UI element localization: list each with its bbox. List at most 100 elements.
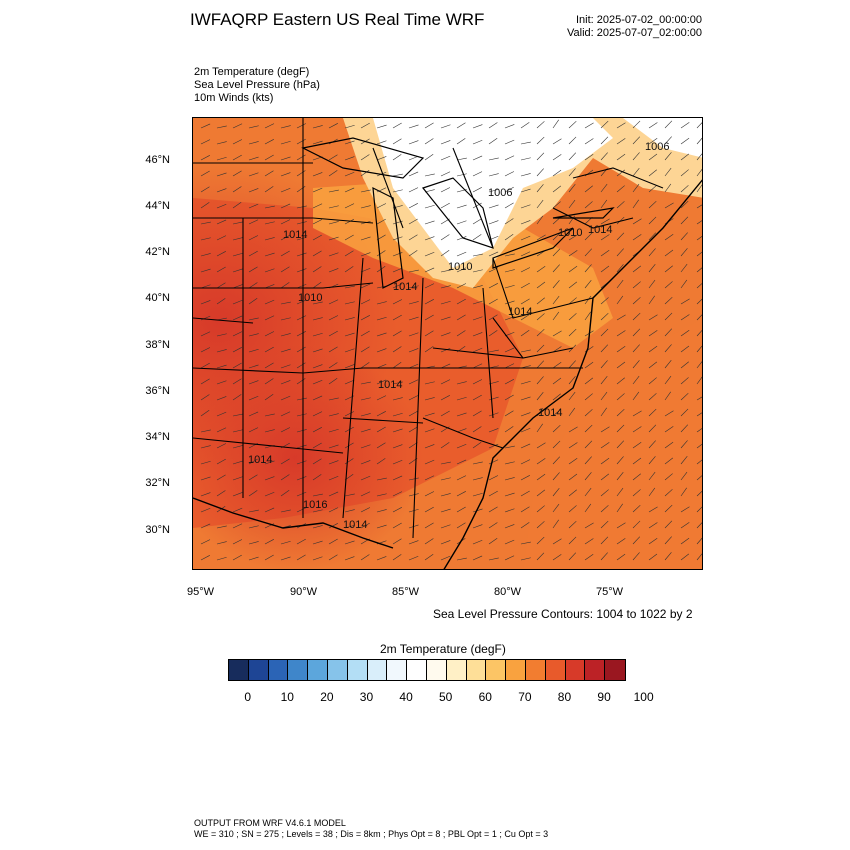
wind-barb: [360, 267, 371, 273]
wind-barb: [296, 268, 307, 273]
wind-barb: [200, 460, 211, 465]
wind-barb: [536, 423, 543, 433]
wind-barb: [696, 204, 702, 209]
wind-barb: [232, 539, 243, 545]
lat-label: 40°N: [145, 292, 170, 304]
wind-barb: [696, 475, 702, 481]
wind-barb: [392, 362, 402, 369]
wind-barb: [440, 202, 450, 209]
wind-barb: [600, 536, 609, 545]
colorbar-segment: [327, 660, 348, 680]
wind-barb: [200, 315, 211, 321]
wind-barb: [264, 299, 275, 305]
wind-barb: [424, 267, 435, 273]
wind-barb: [232, 554, 242, 561]
wind-barb: [264, 205, 275, 209]
wind-barb: [696, 490, 702, 497]
wind-barb: [440, 155, 451, 161]
wind-barb: [328, 189, 339, 193]
wind-barb: [264, 315, 275, 321]
wind-barb: [664, 520, 673, 529]
wind-barb: [344, 203, 355, 209]
wind-barb: [664, 441, 674, 449]
wind-barb: [200, 445, 211, 449]
wind-barb: [616, 377, 625, 385]
wind-barb: [360, 236, 371, 241]
wind-barb: [680, 361, 689, 369]
wind-barb: [360, 491, 371, 497]
wind-barb: [328, 299, 339, 305]
wind-barb: [696, 376, 702, 385]
wind-barb: [648, 361, 658, 369]
lon-label: 85°W: [392, 586, 420, 598]
wind-barb: [264, 476, 275, 481]
wind-barb: [408, 203, 418, 209]
wind-barb: [456, 475, 467, 481]
lat-label: 38°N: [145, 339, 170, 351]
wind-barb: [360, 554, 370, 561]
wind-barb: [616, 122, 626, 129]
wind-barb: [200, 221, 211, 225]
wind-barb: [696, 553, 702, 561]
wind-barb: [296, 170, 306, 177]
wind-barb: [344, 140, 355, 145]
wind-barb: [296, 476, 307, 481]
wind-barb: [504, 426, 514, 433]
wind-barb: [456, 428, 467, 433]
wind-barb: [504, 477, 515, 481]
wind-barb: [424, 397, 435, 401]
wind-barb: [632, 281, 641, 289]
wind-barb: [584, 232, 593, 241]
wind-barb: [280, 235, 290, 241]
wind-barb: [328, 154, 338, 161]
wind-barb: [632, 426, 642, 433]
wind-barb: [296, 378, 306, 385]
wind-barb: [696, 184, 702, 193]
wind-barb: [248, 556, 259, 561]
wind-barb: [216, 541, 227, 545]
wind-barb: [520, 475, 530, 481]
wind-barb: [280, 348, 291, 353]
wind-barb: [392, 299, 403, 305]
wind-barb: [680, 440, 688, 449]
wind-barb: [424, 538, 434, 545]
wind-barb: [600, 265, 610, 273]
wind-barb: [680, 522, 690, 529]
wind-barb: [616, 279, 624, 289]
wind-barb: [584, 554, 594, 561]
wind-barb: [520, 220, 531, 225]
wind-barb: [504, 410, 514, 417]
wind-barb: [392, 138, 402, 145]
wind-barb: [504, 269, 515, 273]
wind-barb: [472, 394, 482, 401]
wind-barb: [232, 299, 243, 305]
wind-barb: [552, 440, 561, 449]
wind-barb: [648, 216, 657, 225]
wind-barb: [232, 445, 243, 449]
wind-barb: [248, 525, 259, 529]
wind-barb: [472, 234, 482, 241]
wind-barb: [536, 344, 545, 353]
wind-barb: [376, 379, 387, 385]
wind-barb: [680, 153, 690, 161]
wind-barb: [488, 220, 499, 225]
wind-barb: [552, 377, 562, 385]
wind-barb: [488, 157, 499, 161]
wind-barb: [456, 506, 466, 513]
wind-barb: [488, 349, 499, 353]
wind-barb: [296, 138, 306, 145]
wind-barb: [504, 492, 515, 497]
wind-barb: [296, 444, 307, 449]
wind-barb: [264, 491, 275, 497]
wind-barb: [568, 552, 577, 561]
wind-barb: [520, 506, 530, 513]
wind-barb: [392, 538, 402, 545]
wind-barb: [504, 171, 515, 177]
field-label-temperature: 2m Temperature (degF): [194, 66, 310, 78]
colorbar-label: 60: [478, 690, 492, 704]
wind-barb: [648, 295, 655, 305]
wind-barb: [696, 168, 702, 177]
wind-barb: [520, 173, 531, 177]
wind-barb: [536, 266, 546, 273]
field-label-pressure: Sea Level Pressure (hPa): [194, 79, 320, 91]
